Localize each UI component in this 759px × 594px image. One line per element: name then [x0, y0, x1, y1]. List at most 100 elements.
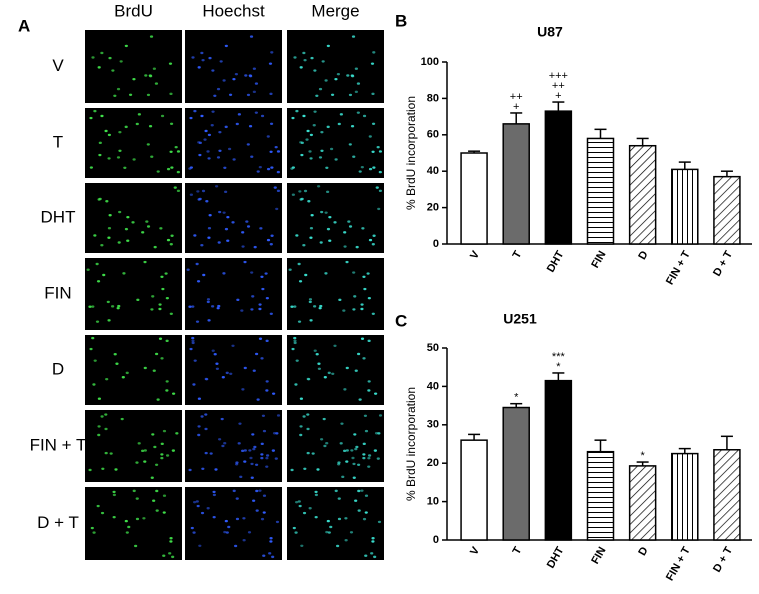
- row-label: D: [52, 359, 64, 378]
- nucleus: [227, 525, 231, 529]
- nucleus: [212, 490, 216, 494]
- nucleus: [93, 359, 97, 362]
- nucleus: [302, 415, 306, 418]
- nucleus: [378, 150, 383, 153]
- y-tick-label: 80: [427, 92, 439, 104]
- nucleus: [325, 530, 329, 534]
- nucleus: [118, 130, 122, 134]
- nucleus: [326, 190, 330, 194]
- micrograph: [85, 30, 182, 103]
- nucleus: [160, 453, 164, 456]
- nucleus: [96, 504, 100, 508]
- nucleus: [275, 520, 280, 524]
- nucleus: [314, 490, 318, 494]
- nucleus: [357, 352, 361, 356]
- nucleus: [343, 388, 347, 391]
- nucleus: [300, 141, 304, 145]
- nucleus: [252, 67, 256, 70]
- nucleus: [302, 51, 306, 55]
- nucleus: [327, 531, 331, 534]
- nucleus: [112, 490, 116, 494]
- micrograph: [85, 487, 182, 560]
- micrograph: [185, 183, 282, 253]
- nucleus: [176, 170, 180, 174]
- nucleus: [367, 296, 371, 300]
- nucleus: [143, 460, 147, 463]
- nucleus: [371, 312, 375, 316]
- nucleus: [121, 376, 125, 379]
- nucleus: [176, 150, 181, 153]
- nucleus: [371, 150, 375, 153]
- nucleus: [114, 468, 118, 471]
- nucleus: [205, 200, 209, 203]
- nucleus: [264, 272, 268, 275]
- nucleus: [364, 511, 368, 514]
- nucleus: [318, 87, 323, 91]
- nucleus: [154, 82, 159, 85]
- nucleus: [97, 66, 101, 69]
- nucleus: [168, 552, 172, 555]
- nucleus: [320, 149, 324, 152]
- nucleus: [269, 243, 273, 246]
- nucleus: [315, 353, 319, 356]
- nucleus: [100, 114, 104, 118]
- nucleus: [152, 369, 156, 372]
- nucleus: [308, 300, 312, 304]
- nucleus: [211, 349, 215, 352]
- nucleus: [155, 489, 159, 493]
- nucleus: [260, 275, 264, 279]
- nucleus: [124, 227, 129, 231]
- micrograph: [287, 183, 384, 253]
- nucleus: [261, 287, 265, 291]
- nucleus: [174, 145, 178, 149]
- nucleus: [344, 517, 348, 520]
- nucleus: [169, 537, 173, 540]
- nucleus: [172, 392, 176, 395]
- nucleus: [249, 456, 253, 460]
- nucleus: [200, 244, 204, 247]
- nucleus: [351, 456, 355, 460]
- nucleus: [360, 165, 364, 169]
- nucleus: [204, 413, 208, 416]
- nucleus: [334, 158, 338, 161]
- nucleus: [192, 531, 196, 534]
- nucleus: [300, 544, 304, 547]
- nucleus: [252, 499, 256, 502]
- nucleus: [200, 511, 205, 515]
- significance-mark: ***: [552, 351, 566, 363]
- nucleus: [86, 268, 90, 271]
- nucleus: [308, 298, 313, 301]
- nucleus: [211, 305, 215, 308]
- nucleus: [231, 221, 235, 224]
- nucleus: [153, 445, 157, 449]
- row-label: FIN + T: [30, 435, 87, 454]
- nucleus: [256, 170, 260, 173]
- nucleus: [170, 234, 174, 237]
- nucleus: [156, 170, 160, 173]
- x-tick-label: T: [511, 249, 525, 261]
- nucleus: [107, 227, 112, 230]
- y-tick-label: 50: [427, 342, 439, 354]
- nucleus: [217, 241, 221, 244]
- nucleus: [272, 432, 277, 435]
- nucleus: [326, 227, 331, 231]
- micrograph: [85, 183, 182, 253]
- nucleus: [265, 454, 270, 457]
- nucleus: [202, 273, 206, 277]
- nucleus: [191, 305, 195, 308]
- nucleus: [197, 66, 201, 69]
- nucleus: [107, 236, 111, 239]
- nucleus: [193, 234, 197, 237]
- nucleus: [310, 56, 314, 60]
- nucleus: [299, 425, 303, 428]
- micrograph: [185, 487, 282, 560]
- nucleus: [244, 74, 248, 77]
- nucleus: [265, 296, 269, 300]
- nucleus: [195, 262, 199, 266]
- nucleus: [288, 268, 292, 271]
- panel-label: C: [395, 311, 407, 330]
- nucleus: [197, 433, 201, 437]
- nucleus: [313, 349, 317, 352]
- nucleus: [241, 245, 245, 248]
- nucleus: [89, 166, 93, 169]
